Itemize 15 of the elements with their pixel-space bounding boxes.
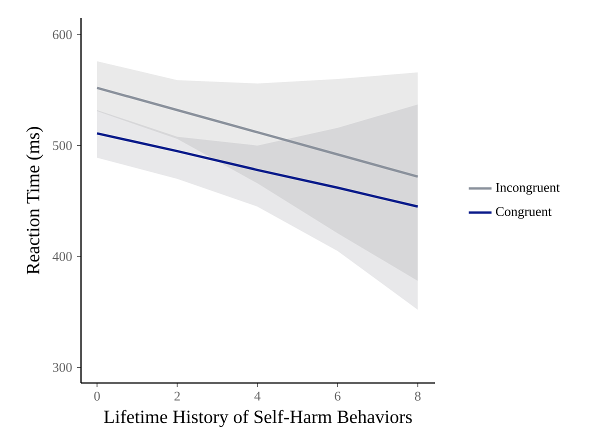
y-tick-label: 500 [53,141,72,150]
line-series [96,86,419,178]
line-series [96,132,419,208]
x-tick-label: 0 [94,392,100,401]
x-axis-title: Lifetime History of Self-Harm Behaviors [104,410,412,428]
y-tick-label: 600 [52,30,72,40]
x-tick-label: 4 [254,392,261,400]
legend-label: Incongruent [496,183,560,195]
x-tick-label: 2 [174,392,180,401]
legend-label: Congruent [496,207,552,219]
x-tick-label: 6 [334,392,341,401]
y-tick-label: 300 [52,362,72,372]
y-tick-label: 400 [52,252,72,262]
x-tick-label: 8 [414,392,421,401]
y-axis-title: Reaction Time (ms) [26,126,44,274]
